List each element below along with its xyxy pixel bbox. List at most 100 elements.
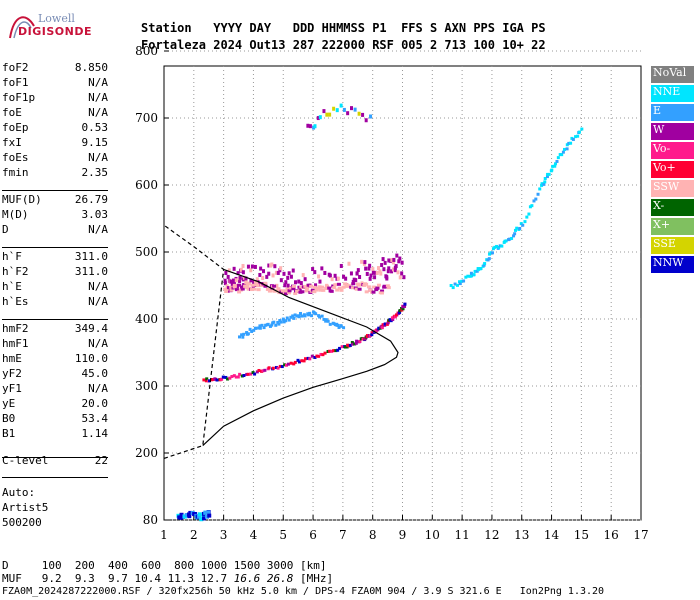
echo-point <box>262 269 266 274</box>
echo-point <box>504 239 508 243</box>
echo-point <box>272 284 277 288</box>
echo-point <box>386 321 390 325</box>
echo-point <box>394 264 398 269</box>
echo-point <box>344 276 348 281</box>
echo-point <box>365 334 369 338</box>
echo-point <box>546 172 550 176</box>
echo-point <box>473 269 477 273</box>
echo-point <box>351 282 356 286</box>
echo-point <box>250 283 255 287</box>
echo-point <box>244 276 248 281</box>
echo-point <box>245 331 249 335</box>
echo-point <box>287 318 291 322</box>
separator <box>2 247 108 248</box>
echo-point <box>493 245 497 249</box>
echo-point <box>398 275 402 280</box>
echo-point <box>230 375 234 379</box>
echo-point <box>398 309 402 313</box>
param-name: h`F <box>2 250 22 263</box>
echo-point <box>354 341 358 345</box>
echo-point <box>208 379 212 383</box>
echo-point <box>228 376 232 380</box>
echo-point <box>253 280 258 284</box>
echo-point <box>328 273 332 278</box>
echo-point <box>312 290 317 294</box>
echo-point <box>223 281 227 286</box>
echo-point <box>310 354 314 358</box>
echo-point <box>289 315 293 319</box>
echo-point <box>386 269 390 274</box>
param-name: hmF2 <box>2 322 29 335</box>
param-name: yF2 <box>2 367 22 380</box>
footer-distance-row: D 100 200 400 600 800 1000 1500 3000 [km… <box>2 559 327 572</box>
echo-point <box>226 377 230 381</box>
footer-muf-row: MUF 9.2 9.3 9.7 10.4 11.3 12.7 16.6 26.8… <box>2 572 333 585</box>
echo-point <box>292 284 297 288</box>
echo-point <box>279 278 283 283</box>
echo-point <box>375 286 380 290</box>
echo-point <box>307 313 311 317</box>
echo-point <box>297 360 301 364</box>
echo-point <box>482 263 486 267</box>
echo-point <box>241 263 245 268</box>
param-name: h`Es <box>2 295 29 308</box>
echo-point <box>215 378 219 382</box>
echo-point <box>354 278 358 283</box>
echo-point <box>236 271 240 276</box>
y-tick-label: 300 <box>135 379 158 393</box>
echo-point <box>258 324 262 328</box>
x-tick-label: 4 <box>250 528 258 542</box>
echo-point <box>309 284 314 288</box>
echo-point <box>255 370 259 374</box>
echo-point <box>299 281 303 286</box>
echo-point <box>518 226 522 230</box>
echo-point <box>246 372 250 376</box>
echo-point <box>316 286 321 290</box>
echo-point <box>260 323 264 327</box>
echo-point <box>248 327 252 331</box>
logo: Lowell DIGISONDE <box>4 8 91 42</box>
param-value: N/A <box>88 151 108 164</box>
echo-point <box>263 281 268 285</box>
echo-point <box>490 251 494 255</box>
x-tick-label: 9 <box>399 528 407 542</box>
echo-point <box>350 106 354 111</box>
x-tick-label: 15 <box>574 528 589 542</box>
echo-point <box>555 159 559 163</box>
digisonde-logo-icon <box>9 16 35 39</box>
echo-point <box>276 366 280 370</box>
footer-file-row: FZA0M_2024287222000.RSF / 320fx256h 50 k… <box>2 586 605 597</box>
echo-point <box>204 379 208 383</box>
param-name: fxI <box>2 136 22 149</box>
echo-point <box>242 283 247 287</box>
echo-point <box>270 323 274 327</box>
echo-point <box>239 285 244 289</box>
echo-point <box>339 324 343 328</box>
param-row: D N/A <box>2 222 108 237</box>
echo-point <box>553 162 557 166</box>
echo-point <box>227 268 231 273</box>
echo-point <box>242 332 246 336</box>
echo-point <box>245 372 249 376</box>
echo-point <box>353 107 357 112</box>
echo-point <box>339 263 343 268</box>
echo-point <box>497 245 501 249</box>
echo-point <box>240 333 244 337</box>
echo-point <box>354 287 359 291</box>
echo-point <box>332 286 337 290</box>
echo-point <box>451 286 455 290</box>
y-tick-label: 400 <box>135 312 158 326</box>
param-name: h`E <box>2 280 22 293</box>
echo-point <box>234 375 238 379</box>
density-profile-line <box>202 268 399 447</box>
param-value: N/A <box>88 223 108 236</box>
param-row: foE N/A <box>2 105 108 120</box>
x-tick-label: 2 <box>190 528 198 542</box>
y-tick-label: 800 <box>135 44 158 58</box>
echo-point <box>391 267 395 272</box>
echo-point <box>306 123 310 128</box>
param-row: h`Es N/A <box>2 294 108 309</box>
echo-point <box>374 329 378 333</box>
param-value: 1.14 <box>81 427 109 440</box>
echo-point <box>550 168 554 172</box>
